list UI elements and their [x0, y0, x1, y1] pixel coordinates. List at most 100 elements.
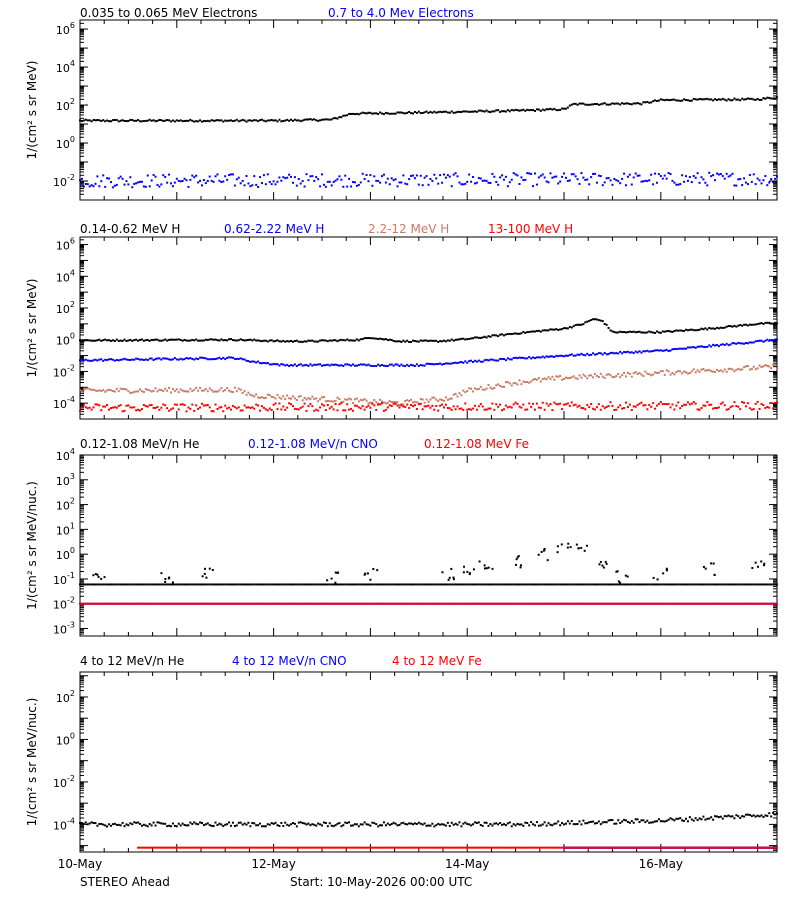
data-point: [148, 404, 151, 407]
data-point: [551, 108, 554, 111]
data-point: [421, 339, 424, 342]
data-point: [367, 111, 370, 114]
data-point: [671, 179, 674, 182]
data-point: [173, 602, 176, 605]
data-point: [216, 602, 219, 605]
data-point: [381, 175, 384, 178]
data-point: [86, 407, 89, 410]
data-point: [609, 329, 612, 332]
data-point: [592, 352, 595, 355]
data-point: [655, 404, 658, 407]
data-point: [613, 408, 616, 411]
data-point: [106, 583, 109, 586]
data-point: [708, 98, 711, 101]
data-point: [346, 185, 349, 188]
data-point: [115, 406, 118, 409]
data-point: [594, 583, 597, 586]
data-point: [535, 402, 538, 405]
data-point: [766, 602, 769, 605]
data-point: [566, 179, 569, 182]
data-point: [549, 107, 552, 110]
data-point: [654, 349, 657, 352]
data-point: [621, 374, 624, 377]
data-point: [301, 340, 304, 343]
data-point: [90, 602, 93, 605]
data-point: [543, 109, 546, 112]
data-point: [572, 602, 575, 605]
data-point: [774, 813, 777, 816]
data-point: [739, 368, 742, 371]
data-point: [278, 583, 281, 586]
legend-entry: 0.12-1.08 MeV/n CNO: [248, 437, 378, 451]
data-point: [338, 364, 341, 367]
data-point: [491, 824, 494, 827]
data-point: [756, 339, 759, 342]
data-point: [369, 337, 372, 340]
data-point: [396, 363, 399, 366]
data-point: [768, 602, 771, 605]
data-point: [106, 339, 109, 342]
data-point: [592, 376, 595, 379]
data-point: [721, 401, 724, 404]
data-point: [624, 819, 627, 822]
data-point: [158, 388, 161, 391]
data-point: [764, 97, 767, 100]
data-point: [462, 571, 465, 574]
data-point: [503, 358, 506, 361]
data-point: [317, 340, 320, 343]
data-point: [245, 174, 248, 177]
data-point: [386, 822, 389, 825]
data-point: [760, 583, 763, 586]
data-point: [338, 822, 341, 825]
data-point: [468, 338, 471, 341]
data-point: [733, 817, 736, 820]
data-point: [206, 583, 209, 586]
data-point: [642, 819, 645, 822]
data-point: [464, 821, 467, 824]
data-point: [739, 408, 742, 411]
data-point: [473, 404, 476, 407]
data-point: [588, 319, 591, 322]
data-point: [295, 339, 298, 342]
data-point: [535, 356, 538, 359]
data-point: [82, 185, 85, 188]
data-point: [359, 112, 362, 115]
data-point: [524, 602, 527, 605]
data-point: [621, 177, 624, 180]
data-point: [518, 332, 521, 335]
data-point: [683, 329, 686, 332]
data-point: [249, 119, 252, 122]
data-point: [772, 602, 775, 605]
data-point: [533, 330, 536, 333]
data-point: [642, 101, 645, 104]
data-point: [100, 180, 103, 183]
data-point: [355, 112, 358, 115]
data-point: [390, 177, 393, 180]
data-point: [570, 376, 573, 379]
data-point: [373, 337, 376, 340]
data-point: [733, 602, 736, 605]
data-point: [518, 182, 521, 185]
data-point: [222, 390, 225, 393]
data-point: [253, 395, 256, 398]
data-point: [179, 403, 182, 406]
data-point: [503, 385, 506, 388]
data-point: [708, 404, 711, 407]
data-point: [545, 824, 548, 827]
data-point: [162, 390, 165, 393]
data-point: [224, 602, 227, 605]
data-point: [671, 818, 674, 821]
data-point: [518, 405, 521, 408]
data-point: [382, 338, 385, 341]
data-point: [169, 358, 172, 361]
data-point: [537, 406, 540, 409]
data-point: [580, 323, 583, 326]
data-point: [431, 602, 434, 605]
data-point: [135, 357, 138, 360]
data-point: [495, 384, 498, 387]
data-point: [379, 602, 382, 605]
data-point: [421, 583, 424, 586]
data-point: [431, 180, 434, 183]
data-point: [96, 573, 99, 576]
data-point: [249, 338, 252, 341]
